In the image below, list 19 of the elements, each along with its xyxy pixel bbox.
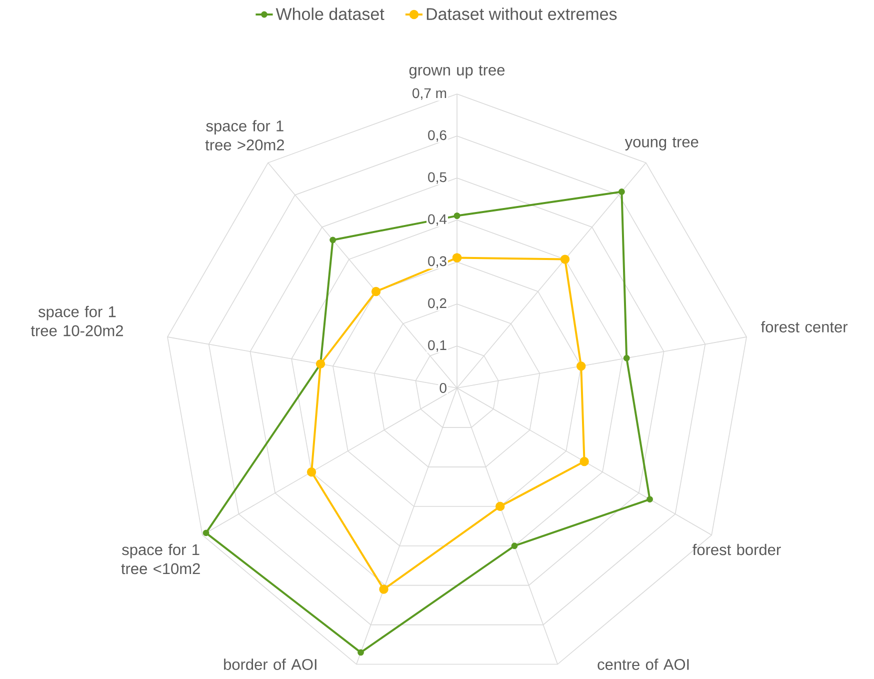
spoke-label: grown up tree	[409, 65, 505, 79]
y-tick-label: 0,4	[428, 214, 447, 226]
y-tick-label: 0,6	[428, 130, 446, 142]
y-tick-label: 0,1	[428, 340, 446, 352]
y-tick-label: 0,2	[428, 298, 446, 310]
y-tick-label: 0	[440, 383, 446, 393]
legend-label: Whole dataset	[276, 8, 384, 20]
spoke-label: forest center	[761, 321, 848, 332]
legend-label: Dataset without extremes	[426, 8, 617, 20]
spoke-label: young tree	[624, 137, 698, 150]
spoke-label: space for 1 tree >20m2	[205, 120, 284, 150]
spoke-label: border of AOI	[224, 658, 316, 670]
spoke-label: centre of AOI	[598, 658, 689, 670]
y-tick-label: 0,3	[428, 256, 446, 268]
spoke-label: space for 1 tree 10-20m2	[30, 306, 123, 336]
spoke-label: space for 1 tree <10m2	[121, 544, 200, 574]
spoke-label: forest border	[692, 544, 781, 556]
y-tick-label: 0,7 m	[412, 88, 446, 100]
y-tick-label: 0,5	[428, 172, 446, 184]
